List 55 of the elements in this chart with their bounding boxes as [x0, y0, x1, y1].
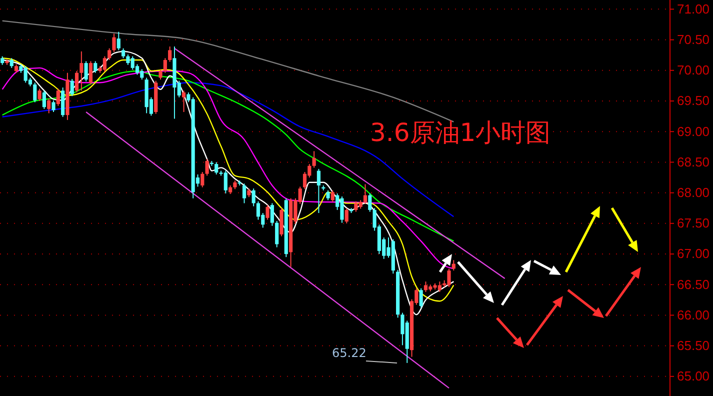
- y-tick-label: 66.00: [677, 307, 710, 322]
- candlestick: [275, 220, 279, 248]
- candlestick: [270, 202, 274, 226]
- candlestick: [168, 46, 172, 62]
- candlestick: [122, 48, 126, 59]
- candlestick: [70, 78, 74, 97]
- y-tick-label: 69.50: [677, 93, 710, 108]
- candlestick: [316, 168, 321, 214]
- y-tick-label: 67.00: [677, 246, 710, 262]
- line-series: [2, 20, 454, 122]
- y-tick-label: 69.00: [677, 124, 710, 139]
- candlestick: [10, 58, 14, 68]
- candlestick: [419, 288, 423, 308]
- candlestick: [214, 162, 218, 175]
- y-tick-label: 70.50: [677, 32, 710, 47]
- candlestick: [252, 188, 256, 207]
- candlestick: [424, 281, 428, 292]
- y-tick-label: 68.50: [677, 154, 710, 170]
- y-tick-label: 70.00: [677, 62, 710, 78]
- candlestick: [47, 98, 51, 114]
- candlestick: [312, 150, 316, 168]
- candlestick: [52, 100, 56, 113]
- candlestick: [158, 68, 162, 80]
- candlestick: [38, 88, 42, 102]
- candlestick: [182, 90, 186, 113]
- candlestick: [368, 192, 372, 212]
- candlestick: [344, 208, 348, 224]
- candlestick: [112, 33, 116, 53]
- text: 3.6原油1小时图: [370, 118, 551, 147]
- candlestick: [326, 190, 330, 201]
- candlestick: [56, 88, 60, 106]
- candlestick: [330, 190, 334, 202]
- candlestick: [94, 60, 98, 74]
- candlestick: [242, 183, 246, 204]
- y-tick-label: 68.00: [677, 184, 710, 200]
- candlestick: [200, 171, 204, 188]
- y-tick-label: 67.50: [677, 216, 710, 231]
- candlestick: [256, 200, 260, 220]
- candlestick: [33, 82, 37, 103]
- candlestick: [266, 204, 270, 220]
- candlestick: [363, 184, 368, 204]
- candlestick: [163, 58, 167, 74]
- candlestick: [74, 70, 79, 93]
- candlestick: [108, 48, 112, 60]
- candlestick: [84, 60, 88, 82]
- candlestick: [205, 158, 209, 176]
- candlestick: [42, 90, 46, 110]
- y-tick-label: 65.00: [677, 368, 710, 384]
- candlestick: [116, 31, 120, 51]
- y-tick-label: 66.50: [677, 276, 710, 292]
- y-tick-label: 71.00: [677, 1, 710, 16]
- candlestick: [88, 60, 93, 85]
- candlestick: [80, 50, 84, 92]
- y-tick-label: 65.50: [677, 338, 710, 353]
- annotation: 65.22: [332, 346, 366, 360]
